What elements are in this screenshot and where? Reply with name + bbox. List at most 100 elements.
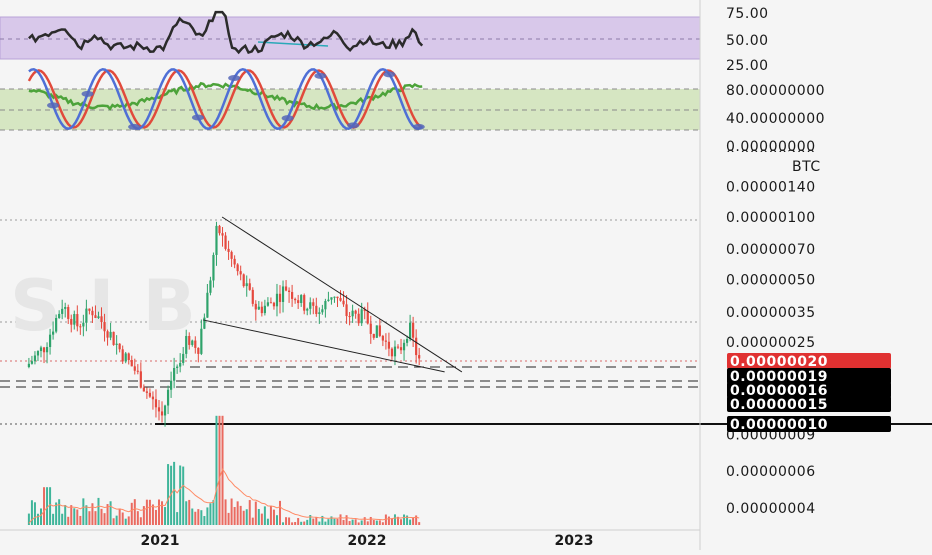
candle-body	[245, 283, 248, 287]
candle-body	[39, 347, 43, 352]
candle-body	[48, 334, 52, 348]
candle-body	[251, 289, 254, 304]
volume-bar	[294, 522, 297, 525]
candle-body	[76, 314, 79, 327]
candle-body	[363, 309, 366, 312]
volume-bar	[154, 509, 157, 525]
candle-body	[79, 326, 82, 328]
price-tags: 0.000000200.000000190.000000160.00000015…	[727, 353, 891, 433]
time-axis[interactable]: 2021 2022 2023	[0, 529, 700, 549]
volume-bar	[272, 509, 275, 525]
volume-bar	[200, 510, 203, 525]
candle-body	[399, 347, 403, 351]
volume-bar	[103, 513, 106, 525]
candle-body	[88, 308, 91, 311]
candle-body	[154, 399, 158, 408]
candle-body	[387, 341, 391, 349]
candle-body	[221, 233, 224, 236]
candle-body	[27, 363, 30, 368]
stoch-cross-marker	[347, 122, 360, 129]
volume-bar	[327, 519, 330, 525]
candle-body	[330, 297, 333, 300]
candle-body	[118, 343, 121, 350]
candle-body	[351, 310, 354, 317]
candle-body	[197, 347, 200, 354]
volume-bar	[306, 519, 309, 525]
candle-body	[402, 342, 406, 351]
volume-bar	[136, 511, 139, 525]
candle-body	[67, 307, 70, 319]
candle-body	[303, 295, 306, 311]
candle-body	[266, 302, 270, 306]
price-tick-label: 0.00000035	[726, 305, 816, 321]
time-tick-labels: 2021 2022 2023	[141, 533, 594, 549]
candle-body	[97, 316, 100, 318]
candle-body	[306, 308, 309, 311]
volume-bar	[161, 501, 164, 525]
candle-body	[61, 308, 64, 314]
volume-bar	[215, 415, 218, 525]
volume-bar	[40, 508, 43, 525]
stoch-cross-marker	[191, 114, 204, 121]
candle-body	[82, 322, 85, 327]
volume-bar	[130, 502, 133, 525]
candle-body	[236, 264, 239, 272]
candle-body	[342, 300, 345, 305]
volume-bar	[91, 503, 94, 525]
volume-bar	[251, 517, 254, 525]
rsi-pane[interactable]: 75.00 50.00 25.00	[0, 6, 769, 74]
candle-body	[100, 316, 103, 323]
price-pane[interactable]: SIB	[0, 219, 932, 425]
candle-body	[242, 274, 245, 287]
candle-body	[58, 313, 61, 319]
price-tick-label: 0.00000070	[726, 242, 816, 258]
candle-body	[318, 312, 321, 315]
volume-bar	[348, 521, 351, 525]
stoch-axis-label: 80.00000000	[726, 83, 825, 99]
time-tick-label: 2021	[141, 533, 180, 549]
volume-bar	[263, 506, 266, 525]
volume-bar	[100, 508, 103, 525]
candle-body	[191, 340, 194, 345]
volume-bar	[167, 464, 170, 525]
volume-bar	[82, 498, 85, 525]
volume-bar	[245, 509, 248, 525]
volume-bar	[70, 505, 73, 525]
volume-bar	[336, 518, 339, 525]
volume-bar	[381, 522, 384, 525]
candle-body	[94, 315, 97, 318]
candle-body	[278, 293, 282, 302]
candle-body	[179, 362, 182, 367]
volume-bar	[375, 520, 378, 525]
stoch-axis-label: 40.00000000	[726, 111, 825, 127]
volume-bar	[233, 507, 236, 525]
volume-bar	[115, 515, 118, 525]
trendline-lower	[203, 319, 445, 373]
candle-body	[348, 316, 351, 318]
volume-bar	[197, 509, 200, 525]
time-tick-label: 2023	[555, 533, 594, 549]
candle-body	[396, 346, 400, 348]
volume-bar	[248, 500, 251, 525]
volume-bar	[151, 504, 154, 525]
candle-body	[36, 351, 40, 356]
volume-bar	[275, 515, 278, 525]
volume-bar	[279, 500, 282, 525]
volume-bar	[387, 516, 390, 525]
volume-bar	[218, 415, 221, 525]
volume-layer	[27, 415, 421, 525]
candle-body	[336, 296, 339, 299]
candle-body	[287, 290, 291, 293]
volume-bar	[400, 519, 403, 525]
volume-bar	[33, 502, 36, 525]
volume-bar	[79, 515, 82, 525]
candle-body	[233, 258, 236, 265]
volume-bar	[58, 499, 61, 525]
volume-bar	[224, 499, 227, 525]
candle-body	[163, 405, 167, 416]
volume-bar	[188, 499, 191, 525]
candle-body	[408, 322, 412, 339]
